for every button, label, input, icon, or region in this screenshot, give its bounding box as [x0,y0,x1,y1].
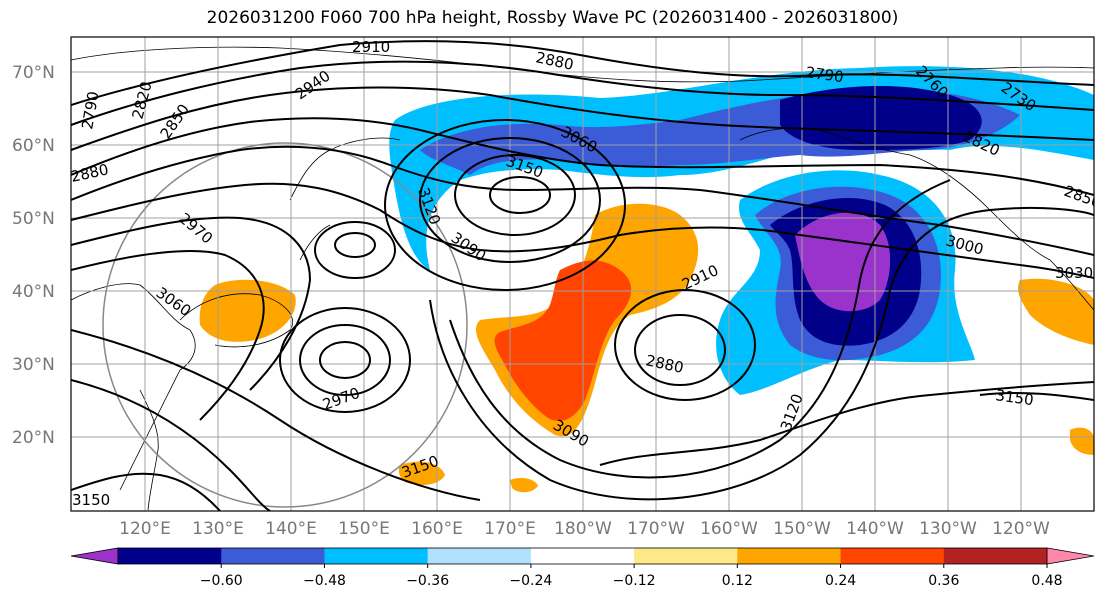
lon-label: 160°W [700,519,758,539]
colorbar-cell [118,548,222,564]
latitude-labels: 70°N 60°N 50°N 40°N 30°N 20°N [12,63,55,448]
lon-label: 160°E [411,519,463,539]
colorbar-tick-label: −0.60 [200,573,243,589]
graticule [71,37,1094,511]
lon-label: 120°E [119,519,171,539]
colorbar: −0.60 −0.48 −0.36 −0.24 −0.12 0.12 0.24 0.36 0.4… [70,547,1095,589]
colorbar-tick-label: −0.48 [303,573,346,589]
colorbar-cell [943,548,1048,564]
map-frame [70,36,1095,512]
lon-label: 150°E [338,519,390,539]
colorbar-cell [530,548,635,564]
pos-region-south3 [510,478,538,493]
pos-region-namerica [1018,278,1094,345]
colorbar-cell [427,548,532,564]
lat-label: 40°N [12,282,55,302]
neg-region-alaska-dark [780,85,982,150]
contour-label: 2910 [352,38,390,56]
colorbar-cell [840,548,945,564]
lon-label: 130°W [919,519,977,539]
lon-label: 140°E [265,519,317,539]
colorbar-tick-label: 0.24 [825,573,856,589]
colorbar-cell [737,548,842,564]
pos-region-south [398,461,445,486]
pos-region-south2 [1070,427,1094,455]
colorbar-tick-label: 0.36 [928,573,959,589]
lat-label: 70°N [12,63,55,83]
lat-label: 20°N [12,428,55,448]
contour-label: 3150 [72,491,110,509]
colorbar-frame [117,547,1048,565]
lon-label: 170°E [484,519,536,539]
colorbar-tick-label: 0.48 [1031,573,1062,589]
colorbar-cell [221,548,325,564]
colorbar-tick-label: −0.24 [509,573,552,589]
lon-label: 120°W [992,519,1050,539]
colorbar-cell [324,548,429,564]
contour-label: 2790 [804,63,844,86]
colorbar-tick-label: 0.12 [722,573,753,589]
colorbar-tick-label: −0.12 [613,573,656,589]
contour-label: 3150 [994,386,1034,409]
colorbar-tick-label: −0.36 [406,573,449,589]
colorbar-extend-max [1046,547,1095,565]
colorbar-extend-min [70,547,119,565]
lon-label: 150°W [773,519,831,539]
lon-label: 140°W [846,519,904,539]
longitude-labels: 120°E 130°E 140°E 150°E 160°E 170°E 180°… [119,519,1050,539]
lat-label: 60°N [12,136,55,156]
pos-region-japan [199,279,296,342]
height-contours [71,40,1094,511]
reference-circle [102,142,468,508]
lat-label: 30°N [12,355,55,375]
map-title: 2026031200 F060 700 hPa height, Rossby W… [206,8,899,28]
colorbar-cell [634,548,738,564]
pos-region-cpac-mid [494,260,632,421]
lat-label: 50°N [12,209,55,229]
lon-label: 130°E [192,519,244,539]
lon-label: 170°W [627,519,685,539]
contour-label: 3030 [1055,264,1093,282]
lon-label: 180°W [554,519,612,539]
